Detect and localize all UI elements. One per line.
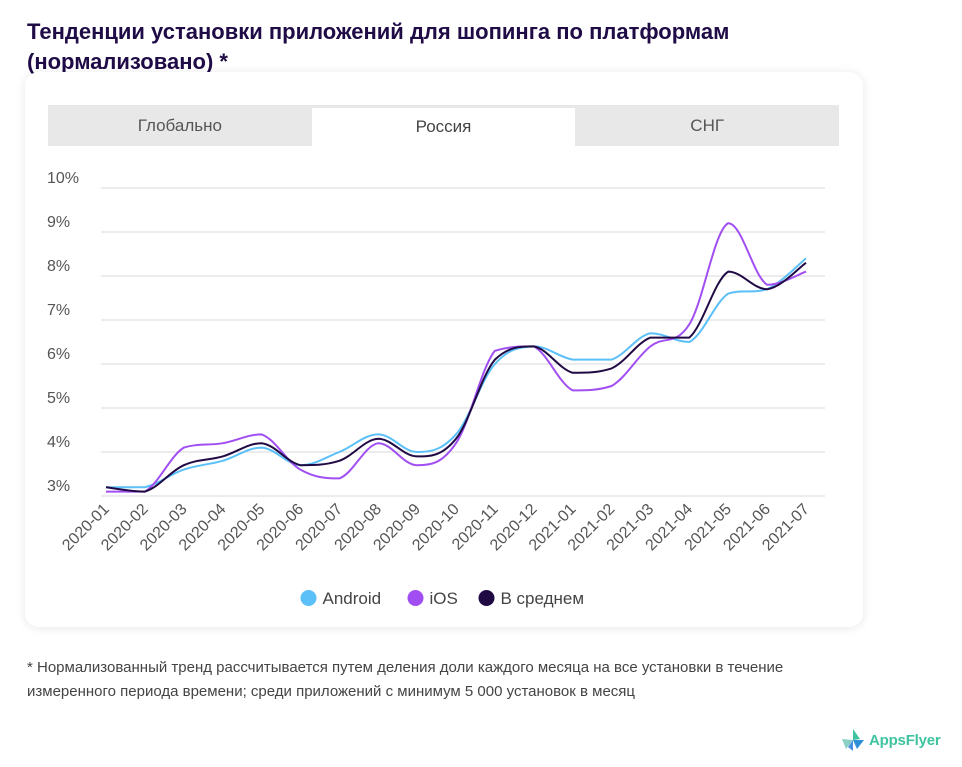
tab-russia[interactable]: Россия	[311, 108, 576, 146]
appsflyer-logo: AppsFlyer	[840, 727, 941, 753]
legend-marker	[478, 590, 495, 606]
y-tick-label: 6%	[47, 346, 70, 363]
legend-label: В среднем	[501, 589, 585, 608]
y-tick-label: 10%	[47, 170, 79, 187]
legend-marker	[300, 590, 317, 606]
y-tick-label: 7%	[47, 302, 70, 319]
legend-item-android[interactable]: Android	[300, 589, 382, 608]
series-line-average	[105, 261, 807, 493]
legend-item-average[interactable]: В среднем	[478, 589, 585, 608]
tab-cis[interactable]: СНГ	[690, 115, 725, 135]
y-tick-label: 3%	[47, 478, 70, 495]
legend-label: iOS	[430, 589, 458, 608]
line-chart: 10%9%8%7%6%5%4%3%2020-012020-022020-0320…	[47, 170, 825, 608]
page-title: Тенденции установки приложений для шопин…	[27, 19, 730, 74]
y-tick-label: 5%	[47, 390, 70, 407]
chart-card: Глобально Россия СНГ 10% 9% 8% 7% 6% 5% 4% 3% 20…	[25, 72, 863, 627]
legend-label: Android	[323, 589, 382, 608]
legend-item-ios[interactable]: iOS	[407, 589, 458, 608]
series-line-ios	[106, 222, 807, 493]
appsflyer-logo-text: AppsFlyer	[869, 731, 941, 749]
y-tick-label: 4%	[47, 434, 70, 451]
tab-bar: Глобально Россия СНГ	[48, 105, 839, 146]
appsflyer-logo-icon	[842, 729, 864, 751]
series-line-android	[105, 257, 807, 489]
y-tick-label: 9%	[47, 214, 70, 231]
tab-global[interactable]: Глобально	[137, 115, 222, 135]
y-tick-label: 8%	[47, 258, 70, 275]
legend-marker	[407, 590, 424, 606]
footnote: * Нормализованный тренд рассчитывается п…	[27, 659, 784, 700]
